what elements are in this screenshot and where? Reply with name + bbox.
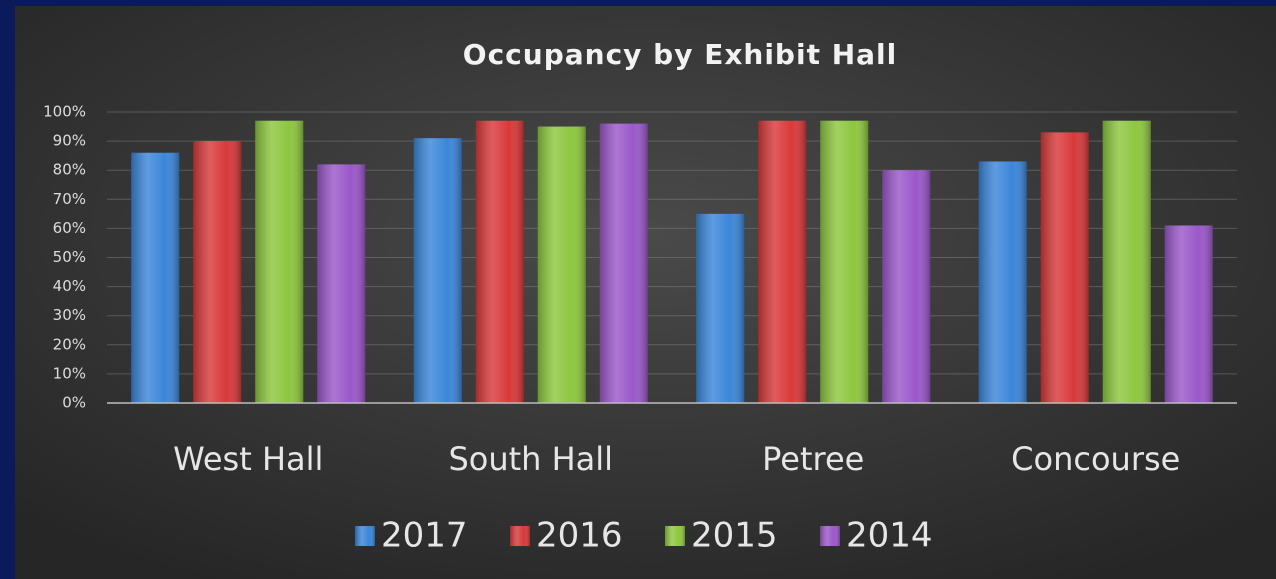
x-tick-label: West Hall bbox=[173, 440, 323, 478]
chart-title: Occupancy by Exhibit Hall bbox=[463, 38, 897, 71]
bar-sheen bbox=[696, 213, 745, 403]
bar-sheen bbox=[1164, 225, 1213, 403]
legend-swatch-sheen bbox=[665, 526, 685, 546]
y-tick-label: 10% bbox=[53, 364, 86, 382]
bar-sheen bbox=[599, 123, 648, 403]
bar-sheen bbox=[820, 120, 869, 403]
y-tick-label: 20% bbox=[53, 335, 86, 353]
bar-sheen bbox=[758, 120, 807, 403]
bar-sheen bbox=[413, 138, 462, 403]
x-tick-label: Concourse bbox=[1011, 440, 1180, 478]
legend-swatch-sheen bbox=[510, 526, 530, 546]
bar-sheen bbox=[1102, 120, 1151, 403]
legend-label: 2015 bbox=[691, 516, 778, 556]
y-tick-label: 0% bbox=[62, 394, 86, 412]
legend-swatch-sheen bbox=[820, 526, 840, 546]
y-tick-label: 30% bbox=[53, 306, 86, 324]
legend-swatch-sheen bbox=[355, 526, 375, 546]
bar-sheen bbox=[475, 120, 524, 403]
x-tick-label: South Hall bbox=[448, 440, 613, 478]
bar-sheen bbox=[1040, 132, 1089, 403]
bar-sheen bbox=[193, 141, 242, 403]
bar-sheen bbox=[317, 164, 366, 403]
bar-sheen bbox=[537, 126, 586, 404]
y-tick-label: 90% bbox=[53, 132, 86, 150]
y-tick-label: 100% bbox=[43, 103, 86, 121]
bar-sheen bbox=[978, 161, 1027, 403]
y-tick-label: 50% bbox=[53, 248, 86, 266]
legend-label: 2016 bbox=[536, 516, 623, 556]
legend-label: 2014 bbox=[846, 516, 933, 556]
bar-sheen bbox=[131, 152, 180, 403]
x-tick-label: Petree bbox=[762, 440, 864, 478]
y-tick-label: 80% bbox=[53, 161, 86, 179]
bar-sheen bbox=[255, 120, 304, 403]
y-tick-label: 70% bbox=[53, 190, 86, 208]
bar-sheen bbox=[882, 170, 931, 403]
legend-label: 2017 bbox=[381, 516, 468, 556]
y-tick-label: 40% bbox=[53, 277, 86, 295]
y-tick-label: 60% bbox=[53, 219, 86, 237]
